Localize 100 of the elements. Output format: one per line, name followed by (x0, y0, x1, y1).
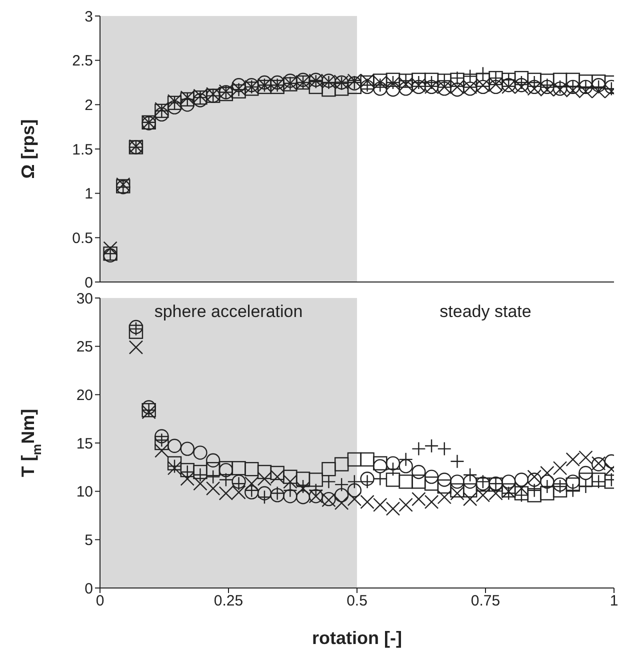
point (296, 490, 310, 504)
point (540, 466, 554, 480)
point (514, 472, 529, 487)
y-tick-label: 1.5 (72, 141, 93, 158)
y-tick-label: 2.5 (72, 52, 93, 70)
point (450, 483, 464, 498)
point (527, 472, 542, 487)
point (514, 70, 529, 86)
point (566, 474, 580, 489)
point (334, 457, 349, 472)
point (103, 241, 118, 256)
point (527, 72, 542, 87)
y-tick-label: 3 (84, 8, 93, 26)
point (450, 474, 464, 489)
point (347, 452, 362, 467)
point (154, 429, 169, 444)
point (232, 461, 246, 476)
point (488, 80, 503, 94)
point (142, 400, 156, 414)
point (154, 436, 169, 450)
y-tick-label: 10 (76, 484, 93, 501)
x-tick-label: 0.25 (214, 592, 244, 610)
point (462, 74, 478, 88)
x-tick-label: 0.5 (346, 592, 368, 610)
point (167, 456, 182, 470)
point (193, 464, 208, 480)
point (412, 474, 426, 489)
point (424, 476, 439, 491)
point (424, 72, 439, 87)
point (398, 459, 413, 474)
point (552, 483, 568, 498)
point (244, 476, 259, 491)
point (334, 488, 349, 502)
point (283, 474, 298, 489)
point (296, 472, 310, 486)
point (257, 75, 272, 90)
point (283, 489, 298, 504)
point (398, 474, 413, 489)
point (386, 456, 400, 470)
point (424, 470, 439, 484)
x-tick-label: 0.75 (470, 592, 500, 610)
point (502, 474, 516, 489)
point (180, 442, 194, 456)
point (206, 453, 220, 468)
y-tick-label: 20 (76, 386, 93, 404)
y-tick-label: 25 (76, 338, 93, 356)
point (437, 479, 452, 494)
point (386, 472, 400, 487)
annotation: sphere acceleration (154, 302, 303, 322)
annotation: steady state (440, 302, 532, 322)
point (462, 483, 478, 498)
point (154, 444, 169, 458)
point (334, 82, 349, 96)
point (412, 464, 426, 480)
y-tick-label: 0 (84, 580, 93, 598)
y-tick-label: 0 (84, 274, 93, 292)
x-tick-label: 1 (610, 592, 618, 610)
point (206, 462, 220, 476)
point (437, 472, 452, 487)
point (360, 452, 374, 467)
point (167, 438, 182, 453)
point (462, 474, 478, 489)
x-axis-title: rotation [-] (312, 628, 402, 648)
y-tick-label: 1 (84, 186, 93, 203)
point (360, 472, 374, 486)
point (450, 486, 464, 500)
point (308, 80, 323, 94)
point (552, 72, 568, 87)
y-tick-label: 30 (76, 290, 93, 308)
x-tick-label: 0 (96, 592, 104, 610)
point (437, 490, 452, 504)
point (450, 82, 464, 97)
y-tick-label: 0.5 (72, 230, 93, 247)
point (578, 466, 593, 480)
point (373, 82, 388, 96)
point (283, 470, 298, 484)
point (257, 486, 272, 500)
point (308, 472, 323, 487)
y-tick-label: 2 (84, 96, 93, 114)
point (154, 107, 169, 122)
point (566, 477, 580, 492)
point (552, 461, 568, 476)
point (347, 80, 362, 94)
point (193, 446, 208, 460)
point (386, 82, 400, 97)
point (527, 470, 542, 484)
point (270, 466, 284, 480)
point (128, 324, 144, 339)
point (244, 462, 259, 476)
point (322, 462, 336, 476)
point (347, 483, 362, 498)
point (128, 340, 144, 354)
point (527, 488, 542, 502)
point (373, 459, 388, 474)
y-tick-label: 5 (84, 532, 93, 549)
y-axis-title: Ω [rps] (18, 119, 38, 179)
point (386, 72, 400, 87)
point (398, 82, 413, 96)
point (257, 464, 272, 480)
point (398, 498, 413, 512)
